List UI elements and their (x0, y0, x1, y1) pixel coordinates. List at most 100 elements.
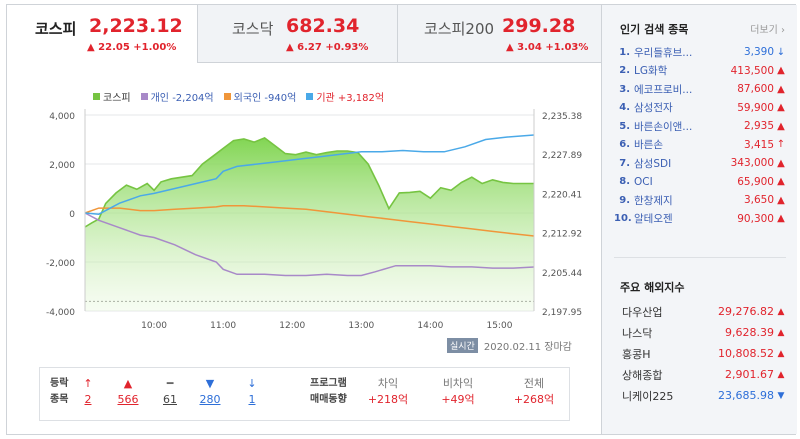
x-tick-label: 10:00 (141, 321, 167, 331)
breadth-arrow-icon: ↑ (83, 377, 93, 390)
program-col-label: 차익 (377, 377, 399, 390)
popular-item[interactable]: 2. LG화학 413,500 ▲ (614, 62, 788, 81)
legend-institution-label: 기관 +3,182억 (316, 93, 385, 104)
stock-name: 우리들휴브... (634, 46, 693, 59)
triangle-up-icon: ▲ (777, 348, 785, 359)
breadth-col: ▼ 280 (198, 376, 222, 408)
side-divider (614, 257, 786, 258)
legend-kospi-swatch (93, 93, 100, 100)
program-label: 프로그램 매매동향 (310, 376, 347, 408)
stock-price: 90,300 (737, 212, 774, 225)
series-line-kospi (84, 136, 534, 228)
breadth-count-link[interactable]: 566 (117, 393, 139, 406)
stock-price: 65,900 (737, 175, 774, 188)
rank-number: 2. (619, 65, 630, 77)
index-value: 2,901.67 (725, 368, 774, 381)
stock-price: 3,415 (743, 138, 774, 151)
breadth-col: ▲ 566 (116, 376, 140, 408)
rank-number: 10. (614, 213, 632, 225)
program-label-1: 프로그램 (310, 378, 347, 389)
breadth-col: ↑ 2 (76, 376, 100, 408)
popular-item[interactable]: 8. OCI 65,900 ▲ (614, 173, 788, 192)
popular-item[interactable]: 5. 바른손이앤... 2,935 ▲ (614, 117, 788, 136)
arrow-up-icon: ▲ (777, 194, 785, 206)
index-name: 홍콩H (622, 347, 651, 361)
index-name: 상해종합 (622, 368, 663, 382)
chevron-right-icon: › (781, 25, 785, 36)
y-left-tick-label: -4,000 (46, 308, 75, 318)
tab-kospi[interactable]: 코스피 2,223.12 ▲ 22.05 +1.00% (7, 5, 197, 63)
y-left-tick-label: -2,000 (46, 259, 75, 269)
rank-number: 1. (619, 46, 630, 58)
popular-item[interactable]: 7. 삼성SDI 343,000 ▲ (614, 154, 788, 173)
legend-institution[interactable]: 기관 +3,182억 (306, 89, 384, 104)
breadth-count-link[interactable]: 2 (84, 393, 92, 406)
legend-foreign[interactable]: 외국인 -940억 (223, 89, 297, 104)
program-col-value: +218억 (367, 393, 409, 406)
program-label-2: 매매동향 (310, 394, 347, 405)
legend-institution-swatch (306, 93, 314, 100)
chart-footer: 실시간 2020.02.11 장마감 (447, 338, 572, 353)
overseas-index-item[interactable]: 니케이225 23,685.98 ▼ (622, 385, 788, 406)
stock-price: 59,900 (737, 101, 774, 114)
rank-number: 8. (619, 176, 630, 188)
rank-number: 9. (619, 194, 630, 206)
x-tick-label: 15:00 (486, 321, 512, 331)
breadth-label-2: 종목 (50, 394, 69, 405)
tab-kosdaq-name: 코스닥 (232, 20, 274, 38)
program-col: 비차익 +49억 (428, 376, 488, 408)
triangle-up-icon: ▲ (777, 369, 785, 380)
more-link[interactable]: 더보기 › (750, 21, 785, 36)
breadth-count-link[interactable]: 61 (163, 393, 177, 406)
x-tick-label: 13:00 (348, 321, 374, 331)
stock-name: 삼성전자 (634, 102, 673, 115)
series-line-individual (84, 212, 535, 277)
arrow-up-icon: ▲ (777, 120, 785, 132)
tab-kosdaq-change: ▲ 6.27 +0.93% (286, 42, 369, 53)
popular-item[interactable]: 3. 에코프로비... 87,600 ▲ (614, 80, 788, 99)
legend-foreign-label: 외국인 -940억 (233, 93, 297, 104)
popular-item[interactable]: 6. 바른손 3,415 ↑ (614, 136, 788, 155)
popular-item[interactable]: 1. 우리들휴브... 3,390 ↓ (614, 43, 788, 62)
stock-name: 삼성SDI (634, 157, 672, 170)
more-link-label: 더보기 (750, 25, 778, 36)
overseas-index-item[interactable]: 다우산업 29,276.82 ▲ (622, 301, 788, 322)
y-right-tick-label: 2,212.92 (542, 230, 582, 240)
overseas-index-item[interactable]: 나스닥 9,628.39 ▲ (622, 322, 788, 343)
legend-individual[interactable]: 개인 -2,204억 (140, 89, 214, 104)
y-left-tick-label: 0 (69, 210, 75, 220)
breadth-arrow-icon: ▲ (123, 377, 133, 390)
breadth-label-1: 등락 (50, 378, 69, 389)
arrow-up-icon: ▲ (777, 157, 785, 169)
arrow-up-icon: ▲ (777, 83, 785, 95)
breadth-count-link[interactable]: 1 (248, 393, 256, 406)
y-right-tick-label: 2,227.89 (542, 151, 582, 161)
index-panel: 코스피 2,223.12 ▲ 22.05 +1.00% 코스닥 682.34 ▲… (7, 5, 601, 434)
market-widget: 코스피 2,223.12 ▲ 22.05 +1.00% 코스닥 682.34 ▲… (6, 4, 797, 435)
stock-price: 2,935 (743, 120, 774, 133)
popular-item[interactable]: 4. 삼성전자 59,900 ▲ (614, 99, 788, 118)
y-right-tick-label: 2,205.44 (542, 269, 582, 279)
stock-price: 3,390 (743, 46, 774, 59)
tab-kospi-name: 코스피 (35, 20, 77, 38)
popular-item[interactable]: 9. 한창제지 3,650 ▲ (614, 191, 788, 210)
tab-kospi200[interactable]: 코스피200 299.28 ▲ 3.04 +1.03% (397, 5, 601, 63)
chart-timestamp: 2020.02.11 장마감 (483, 342, 572, 353)
overseas-index-item[interactable]: 상해종합 2,901.67 ▲ (622, 364, 788, 385)
rank-number: 4. (619, 102, 630, 114)
chart-legend: 코스피 개인 -2,204억 외국인 -940억 기관 +3,182억 (93, 89, 384, 104)
breadth-count-link[interactable]: 280 (199, 393, 221, 406)
index-name: 다우산업 (622, 305, 663, 319)
triangle-up-icon: ▲ (777, 327, 785, 338)
breadth-arrow-icon: ↓ (247, 377, 257, 390)
program-col-value: +49억 (441, 393, 475, 406)
popular-item[interactable]: 10. 알테오젠 90,300 ▲ (614, 210, 788, 229)
breadth-arrow-icon: ━ (166, 377, 174, 390)
legend-individual-swatch (140, 93, 148, 100)
index-name: 나스닥 (622, 326, 653, 340)
legend-kospi[interactable]: 코스피 (93, 89, 131, 104)
overseas-index-item[interactable]: 홍콩H 10,808.52 ▲ (622, 343, 788, 364)
stock-name: 바른손 (634, 139, 663, 152)
tab-kosdaq[interactable]: 코스닥 682.34 ▲ 6.27 +0.93% (197, 5, 397, 63)
stock-price: 413,500 (730, 64, 774, 77)
